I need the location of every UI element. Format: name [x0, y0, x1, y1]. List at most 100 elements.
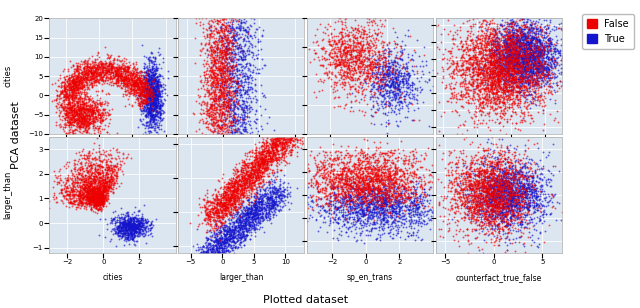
- Point: [513, 124, 523, 129]
- Point: [509, 22, 519, 26]
- Point: [518, 51, 529, 55]
- Point: [271, 146, 281, 151]
- Point: [345, 159, 355, 164]
- Point: [283, 190, 293, 195]
- Point: [493, 82, 504, 87]
- Point: [513, 61, 524, 66]
- Point: [223, 34, 234, 39]
- Point: [399, 184, 410, 189]
- Point: [460, 188, 470, 192]
- Point: [102, 68, 113, 73]
- Point: [213, 111, 223, 116]
- Point: [371, 165, 381, 170]
- Point: [99, 67, 109, 72]
- Point: [244, 153, 254, 158]
- Point: [152, 103, 162, 108]
- Point: [514, 55, 524, 60]
- Point: [227, 236, 237, 241]
- Point: [220, 66, 230, 71]
- Point: [76, 94, 86, 99]
- Point: [67, 111, 77, 116]
- Point: [218, 61, 228, 66]
- Point: [384, 96, 394, 101]
- Point: [218, 14, 228, 19]
- Point: [473, 66, 483, 71]
- Point: [502, 69, 512, 74]
- Point: [264, 209, 274, 214]
- Point: [541, 22, 552, 27]
- Point: [362, 193, 372, 198]
- Point: [84, 125, 94, 130]
- Point: [393, 124, 403, 129]
- Point: [527, 80, 537, 85]
- Point: [253, 48, 263, 53]
- Point: [60, 184, 70, 189]
- Point: [86, 178, 96, 183]
- Point: [87, 198, 97, 203]
- Point: [223, 206, 233, 211]
- Point: [214, 59, 225, 63]
- Point: [133, 86, 143, 91]
- Point: [238, 99, 248, 104]
- Point: [349, 166, 359, 171]
- Point: [488, 182, 499, 187]
- Point: [533, 29, 543, 34]
- Point: [500, 169, 511, 174]
- Point: [149, 91, 159, 96]
- Point: [214, 238, 224, 243]
- Point: [85, 78, 95, 83]
- Point: [355, 200, 365, 205]
- Point: [361, 164, 371, 169]
- Point: [83, 95, 93, 100]
- Point: [218, 206, 228, 211]
- Point: [242, 113, 252, 118]
- Point: [128, 218, 138, 223]
- Point: [65, 80, 75, 85]
- Point: [488, 188, 498, 193]
- Point: [478, 65, 488, 70]
- Point: [532, 65, 543, 70]
- Point: [206, 257, 216, 262]
- Point: [475, 70, 485, 75]
- Point: [268, 203, 278, 208]
- Point: [468, 189, 479, 194]
- Point: [262, 134, 272, 139]
- Point: [382, 220, 392, 225]
- Point: [223, 76, 234, 81]
- Point: [393, 218, 403, 223]
- Point: [95, 187, 105, 192]
- Point: [80, 192, 90, 197]
- Point: [434, 181, 444, 186]
- Point: [260, 188, 270, 193]
- Point: [510, 48, 520, 53]
- Point: [68, 71, 79, 76]
- Point: [104, 179, 114, 184]
- Point: [509, 85, 519, 90]
- Point: [205, 72, 215, 77]
- Point: [61, 92, 72, 97]
- Point: [131, 67, 141, 71]
- Point: [476, 107, 486, 112]
- Point: [150, 97, 161, 102]
- Point: [380, 162, 390, 167]
- Point: [395, 208, 405, 213]
- Point: [335, 103, 345, 108]
- Point: [529, 77, 539, 82]
- Point: [486, 166, 496, 171]
- Point: [212, 251, 222, 256]
- Point: [154, 93, 164, 98]
- Point: [461, 3, 471, 8]
- Point: [72, 100, 83, 105]
- Point: [410, 146, 420, 151]
- Point: [460, 73, 470, 78]
- Point: [524, 74, 534, 79]
- Point: [514, 79, 524, 84]
- Point: [497, 76, 507, 81]
- Point: [472, 184, 482, 188]
- Point: [76, 119, 86, 124]
- Point: [215, 103, 225, 108]
- Point: [494, 180, 504, 184]
- Point: [518, 67, 529, 71]
- Point: [95, 198, 105, 203]
- Point: [349, 181, 360, 186]
